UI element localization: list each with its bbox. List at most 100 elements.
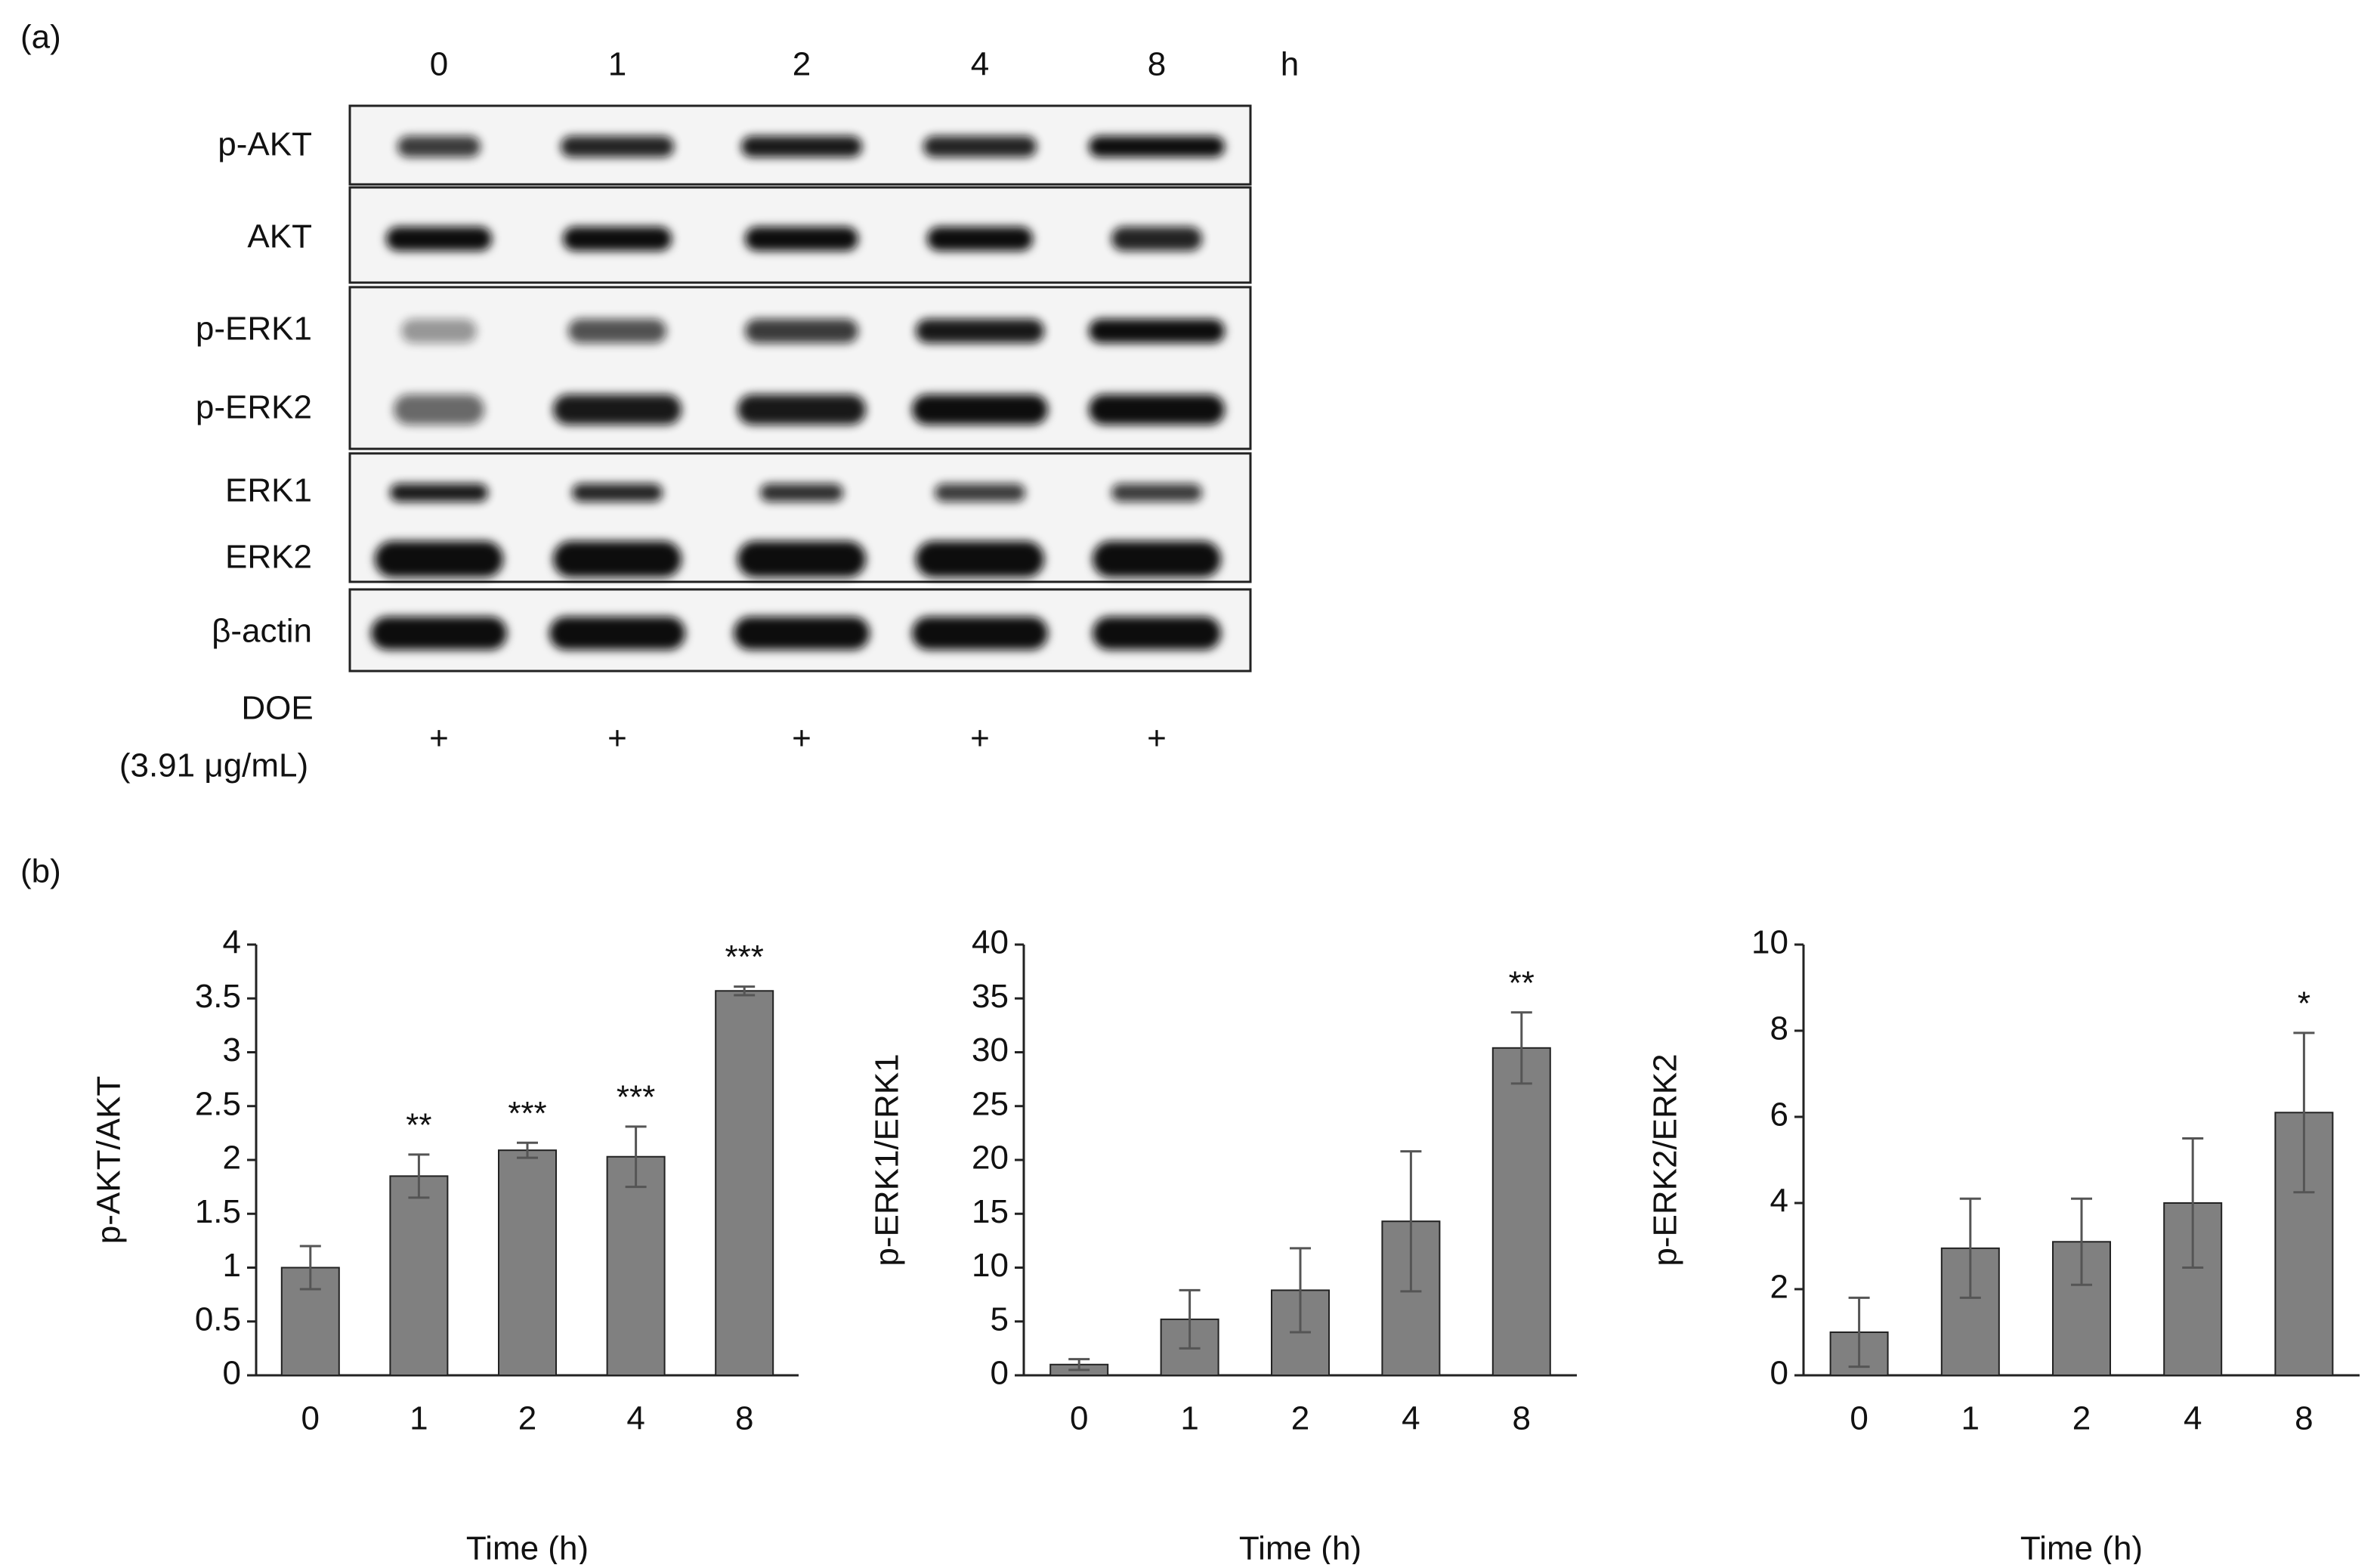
treatment-label: DOE: [241, 690, 313, 727]
x-tick-label: 4: [626, 1400, 644, 1437]
row-label: ERK2: [225, 539, 312, 576]
bar: [389, 1175, 449, 1376]
y-tick-label: 0.5: [195, 1300, 241, 1338]
bar: [1491, 1047, 1551, 1377]
band: [375, 541, 503, 577]
y-tick-label: 25: [972, 1085, 1009, 1122]
y-tick-label: 0: [223, 1355, 241, 1392]
band: [927, 227, 1033, 251]
error-bar: [2182, 1137, 2204, 1269]
x-tick-label: 0: [1850, 1400, 1868, 1437]
lane-label: 2: [793, 46, 811, 83]
x-tick-label: 4: [2184, 1400, 2202, 1437]
y-tick-label: 20: [972, 1140, 1009, 1177]
band: [1089, 394, 1225, 425]
significance-label: ***: [617, 1078, 655, 1115]
band: [912, 617, 1048, 650]
band: [1111, 227, 1202, 251]
error-bar: [1400, 1150, 1422, 1293]
y-tick-label: 35: [972, 978, 1009, 1015]
x-tick-label: 0: [301, 1400, 320, 1437]
band: [1111, 484, 1202, 502]
band: [1093, 617, 1221, 650]
error-bar: [299, 1245, 321, 1291]
band: [371, 617, 507, 650]
error-bar: [408, 1153, 430, 1199]
significance-label: **: [406, 1107, 431, 1144]
row-label: p-AKT: [218, 126, 312, 163]
bar: [498, 1149, 557, 1377]
treatment-mark: +: [429, 720, 449, 757]
band: [563, 227, 672, 251]
error-bar: [2293, 1031, 2315, 1194]
x-tick-label: 0: [1070, 1400, 1088, 1437]
treatment-mark: +: [607, 720, 627, 757]
y-tick-label: 1: [223, 1247, 241, 1284]
x-tick-label: 8: [2295, 1400, 2313, 1437]
significance-label: **: [1509, 964, 1535, 1001]
y-tick-label: 4: [1770, 1183, 1788, 1220]
bar: [606, 1155, 666, 1376]
band: [1089, 319, 1225, 343]
x-axis-label: Time (h): [1239, 1530, 1362, 1564]
band: [553, 541, 682, 577]
y-tick-label: 15: [972, 1193, 1009, 1230]
band: [745, 227, 858, 251]
row-label: ERK1: [225, 472, 312, 509]
error-bar: [625, 1125, 647, 1189]
error-bar: [1179, 1288, 1201, 1350]
x-tick-label: 1: [1180, 1400, 1198, 1437]
y-tick-label: 10: [1751, 924, 1788, 961]
significance-label: ***: [508, 1095, 546, 1132]
error-bar: [734, 985, 756, 997]
row-label: β-actin: [212, 613, 312, 650]
error-bar: [2071, 1197, 2092, 1286]
y-tick-label: 40: [972, 924, 1009, 961]
panel-label: (a): [20, 19, 61, 56]
band: [390, 484, 488, 502]
band: [745, 319, 858, 343]
western-blot: [348, 104, 1252, 673]
y-axis-label: p-ERK2/ERK2: [1647, 1053, 1684, 1266]
band: [734, 617, 870, 650]
row-label: p-ERK2: [196, 389, 312, 426]
band: [1089, 136, 1225, 157]
band: [568, 319, 666, 343]
band: [935, 484, 1025, 502]
band: [916, 319, 1044, 343]
lane-label: 0: [430, 46, 448, 83]
band: [737, 394, 866, 425]
x-tick-label: 2: [518, 1400, 536, 1437]
lane-label: 4: [971, 46, 989, 83]
y-axis-label: p-ERK1/ERK1: [869, 1053, 906, 1266]
error-bar: [1959, 1197, 1981, 1299]
error-bar: [517, 1141, 538, 1159]
lane-label: 1: [608, 46, 626, 83]
unit-label: h: [1281, 46, 1299, 83]
y-tick-label: 4: [223, 924, 241, 961]
band: [912, 394, 1048, 425]
x-tick-label: 4: [1402, 1400, 1420, 1437]
x-tick-label: 2: [1291, 1400, 1309, 1437]
y-tick-label: 0: [1770, 1355, 1788, 1392]
band: [549, 617, 685, 650]
lane-label: 8: [1148, 46, 1166, 83]
band: [553, 394, 682, 425]
band: [916, 541, 1044, 577]
y-tick-label: 2: [223, 1140, 241, 1177]
y-tick-label: 6: [1770, 1096, 1788, 1133]
y-tick-label: 8: [1770, 1010, 1788, 1047]
band: [737, 541, 866, 577]
band: [572, 484, 663, 502]
y-tick-label: 1.5: [195, 1193, 241, 1230]
row-label: p-ERK1: [196, 311, 312, 348]
band: [401, 319, 477, 343]
x-tick-label: 1: [1961, 1400, 1980, 1437]
x-axis-label: Time (h): [2020, 1530, 2143, 1564]
y-tick-label: 3.5: [195, 978, 241, 1015]
error-bar: [1290, 1247, 1311, 1334]
error-bar: [1848, 1296, 1870, 1369]
y-tick-label: 10: [972, 1247, 1009, 1284]
